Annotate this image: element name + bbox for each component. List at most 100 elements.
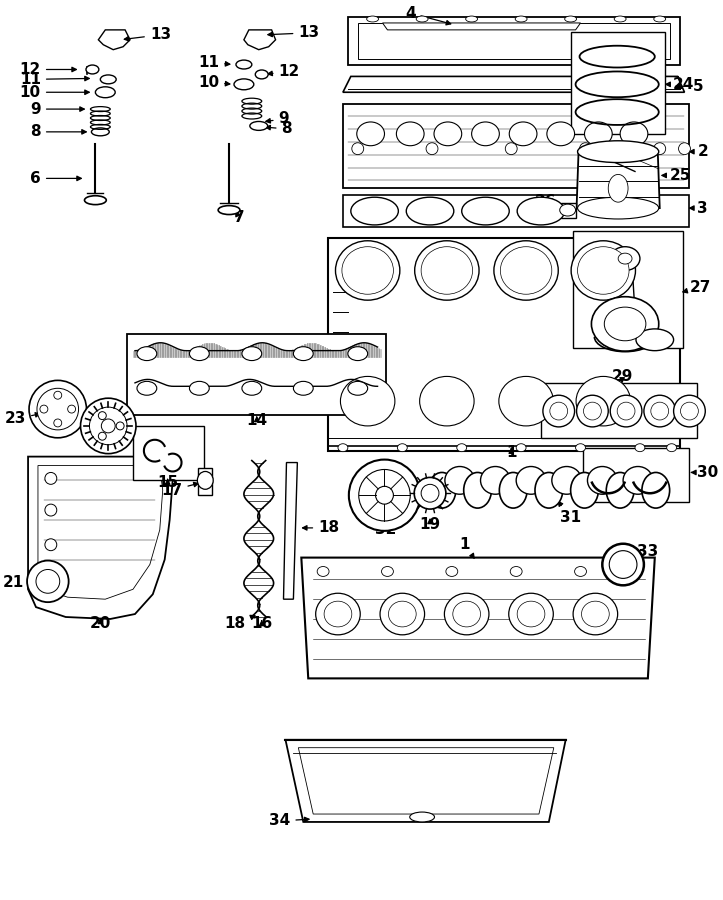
Ellipse shape	[552, 466, 581, 494]
Ellipse shape	[509, 122, 537, 146]
Ellipse shape	[500, 247, 552, 294]
Ellipse shape	[576, 395, 608, 427]
Ellipse shape	[610, 247, 640, 271]
Ellipse shape	[535, 472, 562, 508]
Ellipse shape	[380, 593, 424, 634]
Ellipse shape	[679, 143, 690, 155]
Text: 30: 30	[691, 465, 719, 480]
Bar	[570, 32, 664, 134]
Polygon shape	[358, 23, 669, 59]
Ellipse shape	[602, 544, 644, 585]
Ellipse shape	[367, 16, 379, 22]
Ellipse shape	[45, 504, 57, 516]
Ellipse shape	[576, 444, 586, 452]
Ellipse shape	[434, 122, 462, 146]
Ellipse shape	[91, 128, 109, 136]
Bar	[343, 104, 690, 188]
Text: 11: 11	[20, 72, 89, 87]
Ellipse shape	[236, 60, 252, 69]
Text: 14: 14	[247, 413, 268, 428]
Ellipse shape	[101, 419, 115, 433]
Ellipse shape	[604, 307, 646, 341]
Polygon shape	[38, 465, 163, 599]
Ellipse shape	[356, 122, 385, 146]
Ellipse shape	[100, 75, 116, 84]
Ellipse shape	[137, 382, 157, 395]
Ellipse shape	[636, 328, 674, 351]
Polygon shape	[244, 30, 275, 50]
Ellipse shape	[578, 140, 659, 163]
Ellipse shape	[27, 561, 69, 602]
Polygon shape	[343, 76, 685, 93]
Ellipse shape	[54, 392, 61, 400]
Ellipse shape	[426, 143, 438, 155]
Text: 17: 17	[161, 482, 198, 498]
Ellipse shape	[543, 395, 575, 427]
Ellipse shape	[98, 432, 106, 440]
Text: 31: 31	[558, 501, 581, 526]
Bar	[541, 383, 698, 437]
Ellipse shape	[86, 65, 99, 74]
Ellipse shape	[617, 402, 635, 420]
Text: 27: 27	[683, 280, 711, 295]
Ellipse shape	[581, 601, 609, 627]
Bar	[127, 334, 387, 415]
Ellipse shape	[95, 86, 115, 98]
Ellipse shape	[517, 197, 565, 225]
Ellipse shape	[414, 477, 446, 509]
Text: 25: 25	[662, 168, 691, 183]
Ellipse shape	[608, 175, 628, 202]
Ellipse shape	[29, 381, 87, 437]
Ellipse shape	[382, 566, 393, 576]
Ellipse shape	[242, 382, 262, 395]
Ellipse shape	[40, 405, 48, 413]
Ellipse shape	[234, 79, 254, 90]
Text: 13: 13	[268, 25, 320, 40]
Ellipse shape	[516, 444, 526, 452]
Bar	[583, 447, 690, 502]
Ellipse shape	[98, 411, 106, 419]
Ellipse shape	[481, 466, 510, 494]
Text: 1: 1	[506, 446, 516, 460]
Ellipse shape	[505, 143, 517, 155]
Ellipse shape	[406, 197, 454, 225]
Text: 8: 8	[30, 124, 86, 140]
Ellipse shape	[609, 551, 637, 579]
Ellipse shape	[415, 241, 479, 301]
Ellipse shape	[516, 466, 546, 494]
Ellipse shape	[410, 812, 435, 822]
Text: 9: 9	[30, 102, 85, 117]
Ellipse shape	[578, 247, 629, 294]
Text: 6: 6	[30, 171, 81, 186]
Ellipse shape	[90, 407, 127, 445]
Polygon shape	[348, 17, 680, 65]
Text: 13: 13	[124, 27, 171, 42]
Ellipse shape	[453, 601, 481, 627]
Text: 29: 29	[612, 369, 633, 384]
Ellipse shape	[197, 472, 213, 490]
Ellipse shape	[352, 143, 364, 155]
Ellipse shape	[218, 205, 240, 214]
Ellipse shape	[351, 197, 398, 225]
Text: 23: 23	[5, 411, 40, 427]
Text: 9: 9	[266, 112, 289, 127]
Text: 34: 34	[269, 814, 309, 829]
Ellipse shape	[515, 16, 527, 22]
Ellipse shape	[428, 472, 455, 508]
Ellipse shape	[644, 395, 675, 427]
Text: 11: 11	[198, 55, 230, 70]
Ellipse shape	[583, 402, 602, 420]
Ellipse shape	[338, 444, 348, 452]
Ellipse shape	[317, 566, 329, 576]
Ellipse shape	[580, 143, 591, 155]
Polygon shape	[382, 23, 581, 30]
Text: 26: 26	[534, 194, 562, 210]
Ellipse shape	[419, 376, 474, 426]
Ellipse shape	[85, 195, 106, 204]
Polygon shape	[299, 748, 554, 814]
Ellipse shape	[137, 346, 157, 361]
Polygon shape	[286, 740, 565, 822]
Ellipse shape	[610, 395, 642, 427]
Text: 22: 22	[98, 438, 119, 454]
Text: 16: 16	[251, 616, 273, 632]
